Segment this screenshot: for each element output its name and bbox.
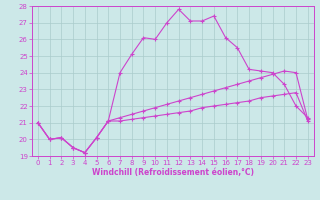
X-axis label: Windchill (Refroidissement éolien,°C): Windchill (Refroidissement éolien,°C) xyxy=(92,168,254,177)
